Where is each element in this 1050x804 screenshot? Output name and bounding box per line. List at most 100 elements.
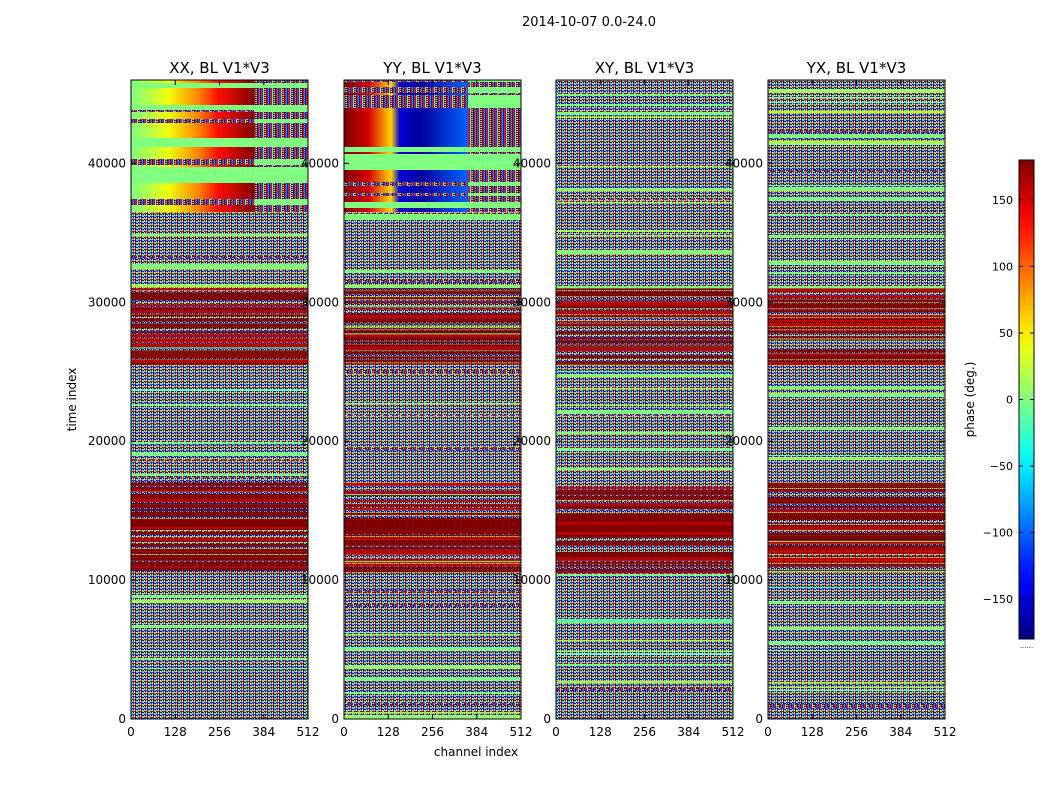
time-stripe [131, 256, 308, 258]
dense-stripe [556, 569, 733, 572]
time-stripe [768, 587, 945, 588]
coherent-stripe-tail [255, 94, 308, 101]
panel-title: XX, BL V1*V3 [169, 59, 270, 77]
time-stripe [556, 117, 733, 118]
dense-stripe [344, 545, 521, 546]
time-stripe [556, 230, 733, 232]
dense-stripe [556, 302, 733, 305]
dense-stripe [344, 341, 521, 343]
dense-stripe [344, 495, 521, 496]
time-stripe [344, 403, 521, 404]
dense-stripe [556, 347, 733, 350]
dense-stripe [131, 544, 308, 547]
dense-stripe [556, 554, 733, 557]
coherent-stripe [344, 95, 468, 100]
heatmap-image [556, 80, 733, 719]
dense-stripe [131, 538, 308, 541]
coherent-stripe [344, 154, 468, 158]
time-stripe [131, 389, 308, 391]
dense-stripe [131, 517, 308, 519]
time-stripe [768, 185, 945, 186]
time-stripe [556, 653, 733, 655]
dense-stripe [344, 500, 521, 502]
dense-stripe [344, 511, 521, 513]
dense-stripe [131, 555, 308, 558]
time-stripe [768, 627, 945, 630]
dense-stripe [131, 483, 308, 484]
dense-stripe [768, 330, 945, 331]
coherent-stripe-tail [255, 197, 308, 199]
dense-stripe [344, 569, 521, 570]
coherent-stripe-tail [255, 119, 308, 123]
time-stripe [131, 459, 308, 461]
dense-stripe [768, 554, 945, 555]
y-axis-label: time index [65, 368, 79, 432]
dense-stripe [344, 330, 521, 333]
dense-stripe [556, 337, 733, 339]
coherent-stripe [344, 124, 468, 129]
dense-stripe [768, 360, 945, 362]
dense-stripe [556, 492, 733, 495]
coherent-stripe [131, 131, 255, 138]
coherent-stripe [344, 108, 468, 115]
dense-stripe [556, 525, 733, 526]
dense-stripe [344, 307, 521, 309]
dense-stripe [344, 351, 521, 354]
dense-stripe [556, 510, 733, 513]
time-stripe [131, 474, 308, 476]
coherent-stripe [131, 181, 255, 183]
dense-stripe [768, 343, 945, 346]
dense-stripe [556, 350, 733, 351]
dense-stripe [344, 537, 521, 540]
dense-stripe [556, 346, 733, 347]
coherent-stripe [344, 193, 468, 196]
coherent-stripe-tail [255, 126, 308, 131]
dense-stripe [556, 563, 733, 564]
dense-stripe [344, 319, 521, 322]
coherent-stripe-tail [468, 176, 521, 182]
coherent-stripe-tail [255, 123, 308, 126]
heatmap-image [344, 80, 521, 719]
time-stripe [768, 141, 945, 145]
dense-stripe [556, 544, 733, 546]
time-stripe [556, 94, 733, 96]
coherent-stripe [131, 159, 255, 165]
dense-stripe [131, 522, 308, 524]
dense-stripe [556, 327, 733, 330]
coherent-stripe-tail [255, 183, 308, 186]
time-stripe [556, 619, 733, 623]
dense-stripe [768, 315, 945, 317]
dense-stripe [556, 344, 733, 345]
coherent-stripe-tail [255, 110, 308, 112]
time-stripe [556, 433, 733, 434]
dense-stripe [344, 293, 521, 294]
dense-stripe [131, 292, 308, 295]
coherent-stripe [131, 205, 255, 209]
dense-stripe [556, 519, 733, 521]
colorbar-tick-label: 0 [1006, 394, 1013, 407]
time-stripe [556, 269, 733, 270]
dense-stripe [344, 505, 521, 507]
dense-stripe [131, 488, 308, 490]
coherent-stripe [344, 176, 468, 182]
dense-stripe [131, 356, 308, 358]
coherent-stripe [344, 100, 468, 103]
time-stripe [344, 415, 521, 416]
dense-stripe [768, 539, 945, 541]
coherent-stripe-tail [468, 108, 521, 115]
dense-stripe [556, 517, 733, 518]
coherent-stripe-tail [255, 131, 308, 138]
dense-stripe [344, 302, 521, 303]
dense-stripe [344, 349, 521, 350]
dense-stripe [344, 295, 521, 297]
dense-stripe [344, 303, 521, 306]
dense-stripe [768, 504, 945, 506]
dense-stripe [556, 549, 733, 551]
time-stripe [768, 102, 945, 103]
dense-stripe [344, 515, 521, 518]
time-stripe [131, 284, 308, 287]
x-tick-label: 128 [589, 725, 612, 739]
colorbar-tick-label: 100 [992, 260, 1013, 273]
